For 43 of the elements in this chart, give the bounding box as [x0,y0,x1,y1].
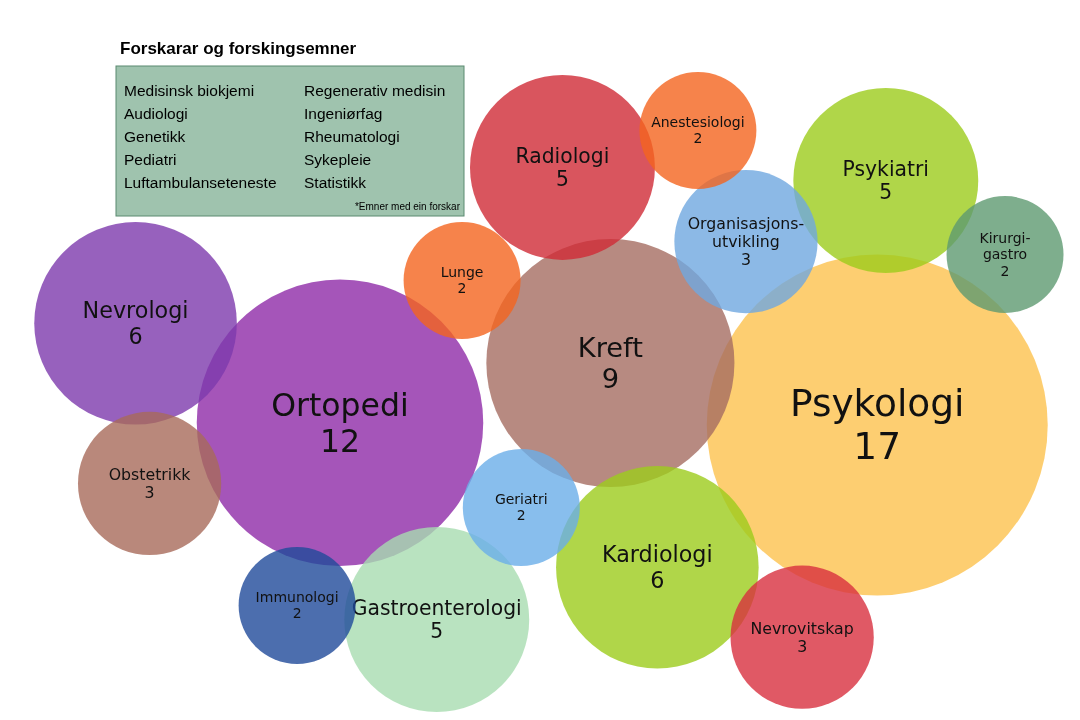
text: Medisinsk biokjemi [124,82,255,99]
data-label: 2 [693,130,703,147]
data-label: 3 [144,482,155,502]
category-label: Psykiatri [842,156,929,181]
category-label: Obstetrikk [108,464,192,484]
text: Forskarar og forskingsemner [120,39,357,58]
text: Statistikk [304,174,367,191]
text: Pediatri [124,151,177,168]
category-label: Lunge [440,264,484,281]
data-label: 5 [879,180,893,205]
text: *Emner med ein forskar [354,201,461,212]
category-label: Ortopedi [271,386,409,423]
category-label: Immunologi [255,589,339,606]
text: Regenerativ medisin [304,82,446,99]
category-label: Nevrovitskap [750,618,854,638]
data-label: 5 [430,619,444,644]
category-label: Kreft [577,331,644,363]
data-label: 2 [1000,262,1010,279]
data-label: 12 [319,422,361,459]
category-label: Geriatri [494,491,548,508]
category-label: Nevrologi [82,297,189,324]
text: Luftambulanseteneste [124,174,277,191]
text: Sykepleie [304,151,372,168]
category-label: Psykologi [789,381,965,426]
text: Rheumatologi [304,128,400,145]
text: Ingeniørfag [304,105,383,122]
data-label: 6 [650,566,665,593]
data-label: 2 [292,605,302,622]
text: Audiologi [124,105,188,122]
category-label: Kardiologi [602,541,713,568]
data-label: 6 [128,322,143,349]
data-label: 2 [457,280,467,297]
data-label: 3 [740,250,751,270]
data-label: 17 [853,424,902,469]
data-label: 2 [516,507,526,524]
data-label: 3 [797,636,808,656]
category-label: Radiologi [515,143,610,168]
data-label: 5 [555,167,569,192]
category-label: Organisasjons- utvikling [687,213,805,252]
data-label: 9 [601,363,620,395]
category-label: Anestesiologi [651,114,745,131]
category-label: Kirurgi- gastro [979,230,1031,263]
text: Genetikk [124,128,186,145]
